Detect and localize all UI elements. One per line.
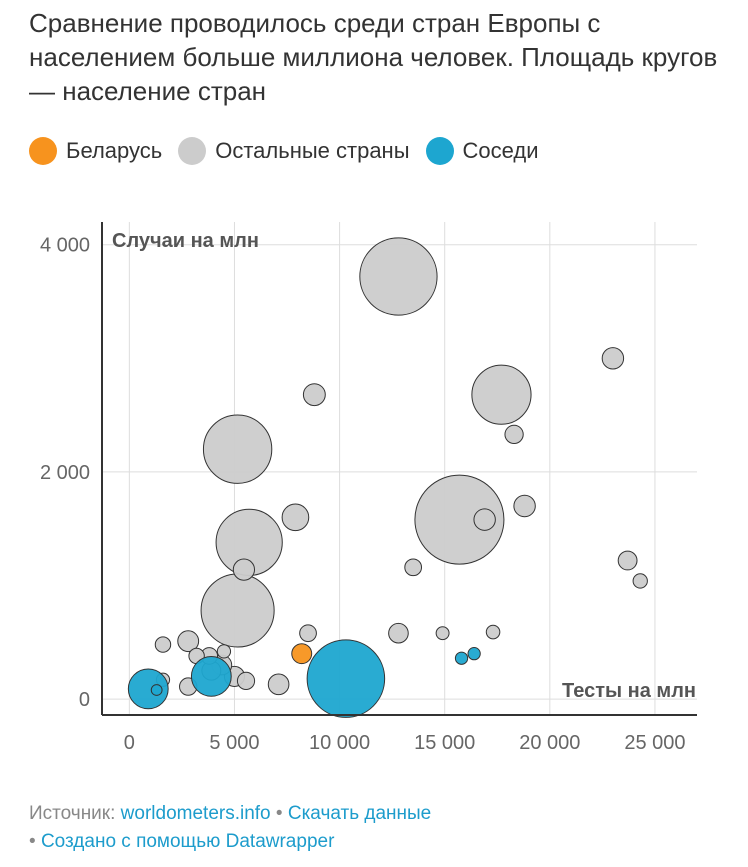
bubble-other-country bbox=[601, 347, 625, 370]
footer-line-1: Источник: worldometers.info • Скачать да… bbox=[29, 800, 431, 828]
source-link[interactable]: worldometers.info bbox=[120, 803, 271, 824]
y-tick-label: 4 000 bbox=[40, 235, 90, 257]
download-data-link[interactable]: Скачать данные bbox=[287, 803, 432, 824]
bubble-neighbor bbox=[150, 684, 163, 696]
bubble-other-country bbox=[154, 636, 172, 653]
y-tick-label: 2 000 bbox=[40, 462, 90, 484]
bubble-other-country bbox=[404, 558, 423, 577]
y-axis-label: Случаи на млн bbox=[112, 230, 259, 252]
bubble-other-country bbox=[471, 364, 532, 425]
bubble-other-country bbox=[267, 673, 290, 696]
legend-item-other-countries: Остальные страны bbox=[178, 137, 410, 165]
footer-line-2: • Создано с помощью Datawrapper bbox=[29, 828, 431, 856]
source-prefix: Источник: bbox=[29, 803, 116, 824]
x-tick-label: 25 000 bbox=[624, 732, 685, 754]
bubbles bbox=[127, 237, 648, 718]
bubble-other-country bbox=[281, 503, 310, 532]
bubble-other-country bbox=[232, 558, 256, 581]
bubble-other-country bbox=[435, 626, 450, 641]
legend-swatch-neighbors bbox=[425, 137, 454, 165]
bubble-other-country bbox=[359, 237, 438, 316]
x-tick-label: 20 000 bbox=[519, 732, 580, 754]
bubble-other-country bbox=[302, 383, 326, 407]
bubble-other-country bbox=[236, 671, 256, 691]
bubble-other-country bbox=[202, 414, 273, 484]
legend-label-belarus: Беларусь bbox=[66, 138, 163, 163]
x-tick-label: 0 bbox=[124, 732, 135, 754]
bubble-belarus bbox=[291, 643, 313, 665]
bubble-other-country bbox=[513, 494, 536, 518]
bubble-other-country bbox=[388, 622, 409, 644]
bubble-neighbor bbox=[467, 647, 481, 661]
bubble-other-country bbox=[200, 573, 275, 648]
x-axis-label: Тесты на млн bbox=[562, 680, 696, 702]
legend-swatch-other-countries bbox=[178, 137, 207, 165]
legend-swatch-belarus bbox=[29, 137, 57, 165]
bubble-other-country bbox=[617, 550, 638, 571]
tick-labels: 0 5 000 10 000 15 000 20 000 25 000 0 2 000 4 00… bbox=[40, 235, 686, 754]
footer-separator-2: • bbox=[29, 831, 36, 852]
legend-label-other-countries: Остальные страны bbox=[215, 138, 410, 163]
bubble-chart: 0 5 000 10 000 15 000 20 000 25 000 0 2 000 4 00… bbox=[40, 222, 697, 754]
legend-item-belarus: Беларусь bbox=[29, 137, 162, 165]
legend: Беларусь Остальные страны Соседи bbox=[29, 137, 555, 165]
legend-item-neighbors: Соседи bbox=[425, 137, 539, 165]
legend-label-neighbors: Соседи bbox=[462, 138, 539, 163]
chart-title: Сравнение проводилось среди стран Европы… bbox=[29, 8, 718, 106]
bubble-neighbor bbox=[306, 639, 386, 718]
bubble-other-country bbox=[473, 508, 496, 531]
footer-separator: • bbox=[275, 803, 283, 824]
created-with-link[interactable]: Создано с помощью Datawrapper bbox=[40, 831, 335, 852]
bubble-neighbor bbox=[454, 651, 469, 665]
bubble-other-country bbox=[632, 573, 648, 589]
bubble-other-country bbox=[504, 424, 524, 445]
bubble-other-country bbox=[299, 624, 317, 643]
x-tick-label: 10 000 bbox=[309, 732, 370, 754]
bubble-neighbor bbox=[190, 655, 232, 697]
x-tick-label: 5 000 bbox=[209, 732, 259, 754]
x-tick-label: 15 000 bbox=[414, 732, 475, 754]
bubble-other-country bbox=[485, 624, 501, 640]
y-tick-label: 0 bbox=[79, 689, 90, 711]
bubble-other-country bbox=[177, 630, 200, 653]
bubble-other-country bbox=[414, 474, 505, 565]
bubble-other-country bbox=[216, 644, 232, 659]
footer: Источник: worldometers.info • Скачать да… bbox=[29, 800, 431, 856]
bubble-neighbor bbox=[127, 668, 169, 710]
